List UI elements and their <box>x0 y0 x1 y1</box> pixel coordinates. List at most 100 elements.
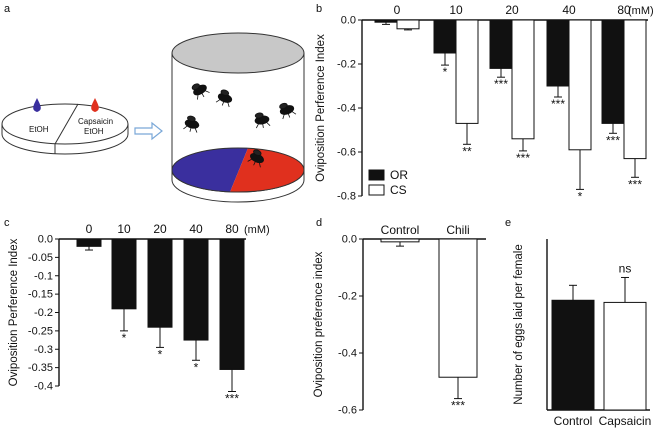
panel-c-y-tick-label: -0.3 <box>34 344 53 356</box>
panel-b-bar-or <box>601 19 625 124</box>
panel-b-significance-label: * <box>443 65 448 79</box>
panel-c-y-tick-label: -0.15 <box>28 289 53 301</box>
panel-b-significance-label: *** <box>516 151 530 165</box>
panel-b-bar-or <box>489 19 513 69</box>
panel-e-bar-capsaicin <box>603 301 647 411</box>
cage-floor-etoh <box>171 147 248 192</box>
panel-d-y-tick-label: -0.2 <box>338 291 357 303</box>
chart-layer: 0.0 -0.2 -0.4 -0.6 -0.8 Oviposition Perferenc… <box>8 3 654 428</box>
panel-c-bar <box>111 238 137 310</box>
panel-e-bar-control <box>551 299 595 411</box>
fly-icon <box>254 112 271 129</box>
panel-c-bar <box>76 238 102 247</box>
dish-left-label: EtOH <box>29 125 49 134</box>
panel-label-b: b <box>316 3 322 15</box>
panel-b-y-tick-label: -0.8 <box>337 191 356 203</box>
panel-c-significance-label: * <box>194 360 199 374</box>
panel-b-significance-label: *** <box>494 77 508 91</box>
panel-e-comparison-label: ns <box>619 261 632 275</box>
red-droplet-icon <box>91 98 99 112</box>
small-dish-divider <box>54 103 79 145</box>
fly-icon <box>183 115 200 133</box>
dish-right-label-line1: Capsaicin <box>78 117 113 126</box>
panel-c-y-tick-label: -0.1 <box>34 270 53 282</box>
panel-b-y-tick-label: 0.0 <box>341 15 356 27</box>
panel-b-bar-or <box>374 19 398 23</box>
fly-icons <box>183 83 297 168</box>
panel-d-y-tick-label: 0.0 <box>342 234 357 246</box>
fly-icon <box>215 89 233 108</box>
panel-b-bar-cs <box>455 19 479 124</box>
fly-icon <box>191 83 210 100</box>
panel-b-legend-swatch-cs <box>368 184 385 196</box>
panel-e-y-axis-title: Number of eggs laid per female <box>513 244 525 404</box>
panel-b-bar-or <box>433 19 457 54</box>
panel-b-bar-cs <box>396 19 420 30</box>
panel-label-e: e <box>505 217 511 229</box>
cage-floor-capsaicin <box>230 148 305 193</box>
panel-c-category-label: 80 <box>225 222 239 236</box>
panel-d-y-axis-title: Oviposition preference index <box>313 251 325 397</box>
panel-d-y-tick-label: -0.4 <box>338 348 357 360</box>
panel-c-unit-label: (mM) <box>244 224 270 236</box>
panel-c-category-label: 0 <box>86 222 93 236</box>
panel-b-legend-label-cs: CS <box>390 183 407 197</box>
panel-b-bar-cs <box>623 19 647 160</box>
panel-c-bar <box>183 238 209 341</box>
panel-c-bar <box>147 238 173 328</box>
panel-d-bar <box>380 238 420 243</box>
panel-c-significance-label: *** <box>225 392 239 406</box>
panel-b-category-label: 0 <box>394 3 401 17</box>
panel-b-bar-cs <box>511 19 535 140</box>
panel-c-y-tick-label: -0.35 <box>28 362 53 374</box>
panel-c-category-label: 40 <box>189 222 203 236</box>
panel-b-bar-cs <box>568 19 592 151</box>
panel-b-y-tick-label: -0.6 <box>337 147 356 159</box>
panel-a-diagram: EtOH Capsaicin EtOH <box>1 32 305 203</box>
panel-c-y-axis-title: Oviposition Perference Index <box>8 238 20 386</box>
panel-b-bar-or <box>546 19 570 87</box>
panel-d-category-label: Chili <box>446 223 469 237</box>
panel-b-y-tick-label: -0.4 <box>337 103 356 115</box>
panel-b-unit-label: (mM) <box>628 5 654 17</box>
panel-b-category-label: 80 <box>617 3 631 17</box>
panel-c-y-tick-label: 0.0 <box>38 234 53 246</box>
panel-c-bar <box>219 238 245 370</box>
panel-d-category-label: Control <box>381 223 420 237</box>
panel-d-bar <box>438 238 478 378</box>
panel-label-d: d <box>316 217 322 229</box>
blue-droplet-icon <box>33 98 41 112</box>
cage-floor-outline <box>171 147 305 193</box>
panel-b-significance-label: *** <box>606 133 620 147</box>
fly-icon <box>279 102 297 120</box>
panel-c-y-tick-label: -0.2 <box>34 307 53 319</box>
panel-b-significance-label: ** <box>462 144 472 158</box>
panel-b-significance-label: * <box>578 189 583 203</box>
panel-b-category-label: 40 <box>562 3 576 17</box>
panel-c-significance-label: * <box>122 331 127 345</box>
panel-b-legend-swatch-or <box>368 169 385 181</box>
arrow-right-icon <box>134 121 163 141</box>
panel-label-c: c <box>4 217 10 229</box>
panel-b-y-axis-title: Oviposition Perference Index <box>315 34 327 182</box>
panel-b-significance-label: *** <box>551 97 565 111</box>
panel-c-y-tick-label: -0.4 <box>34 381 53 393</box>
panel-e-category-label: Capsaicin <box>599 414 652 428</box>
panel-d-y-tick-label: -0.6 <box>338 405 357 417</box>
panel-b-category-label: 10 <box>449 3 463 17</box>
panel-label-a: a <box>4 3 11 15</box>
panel-c-significance-label: * <box>158 347 163 361</box>
panel-b-y-tick-label: -0.2 <box>337 59 356 71</box>
small-dish-top <box>1 103 129 145</box>
dish-right-label-line2: EtOH <box>84 127 104 136</box>
panel-d-significance-label: *** <box>451 399 465 413</box>
panel-e-category-label: Control <box>554 414 593 428</box>
panel-c-y-tick-label: -0.05 <box>28 252 53 264</box>
panel-b-legend-label-or: OR <box>390 168 408 182</box>
panel-c-y-tick-label: -0.25 <box>28 325 53 337</box>
panel-c-category-label: 10 <box>117 222 131 236</box>
fly-icon <box>247 149 264 168</box>
panel-c-category-label: 20 <box>153 222 167 236</box>
